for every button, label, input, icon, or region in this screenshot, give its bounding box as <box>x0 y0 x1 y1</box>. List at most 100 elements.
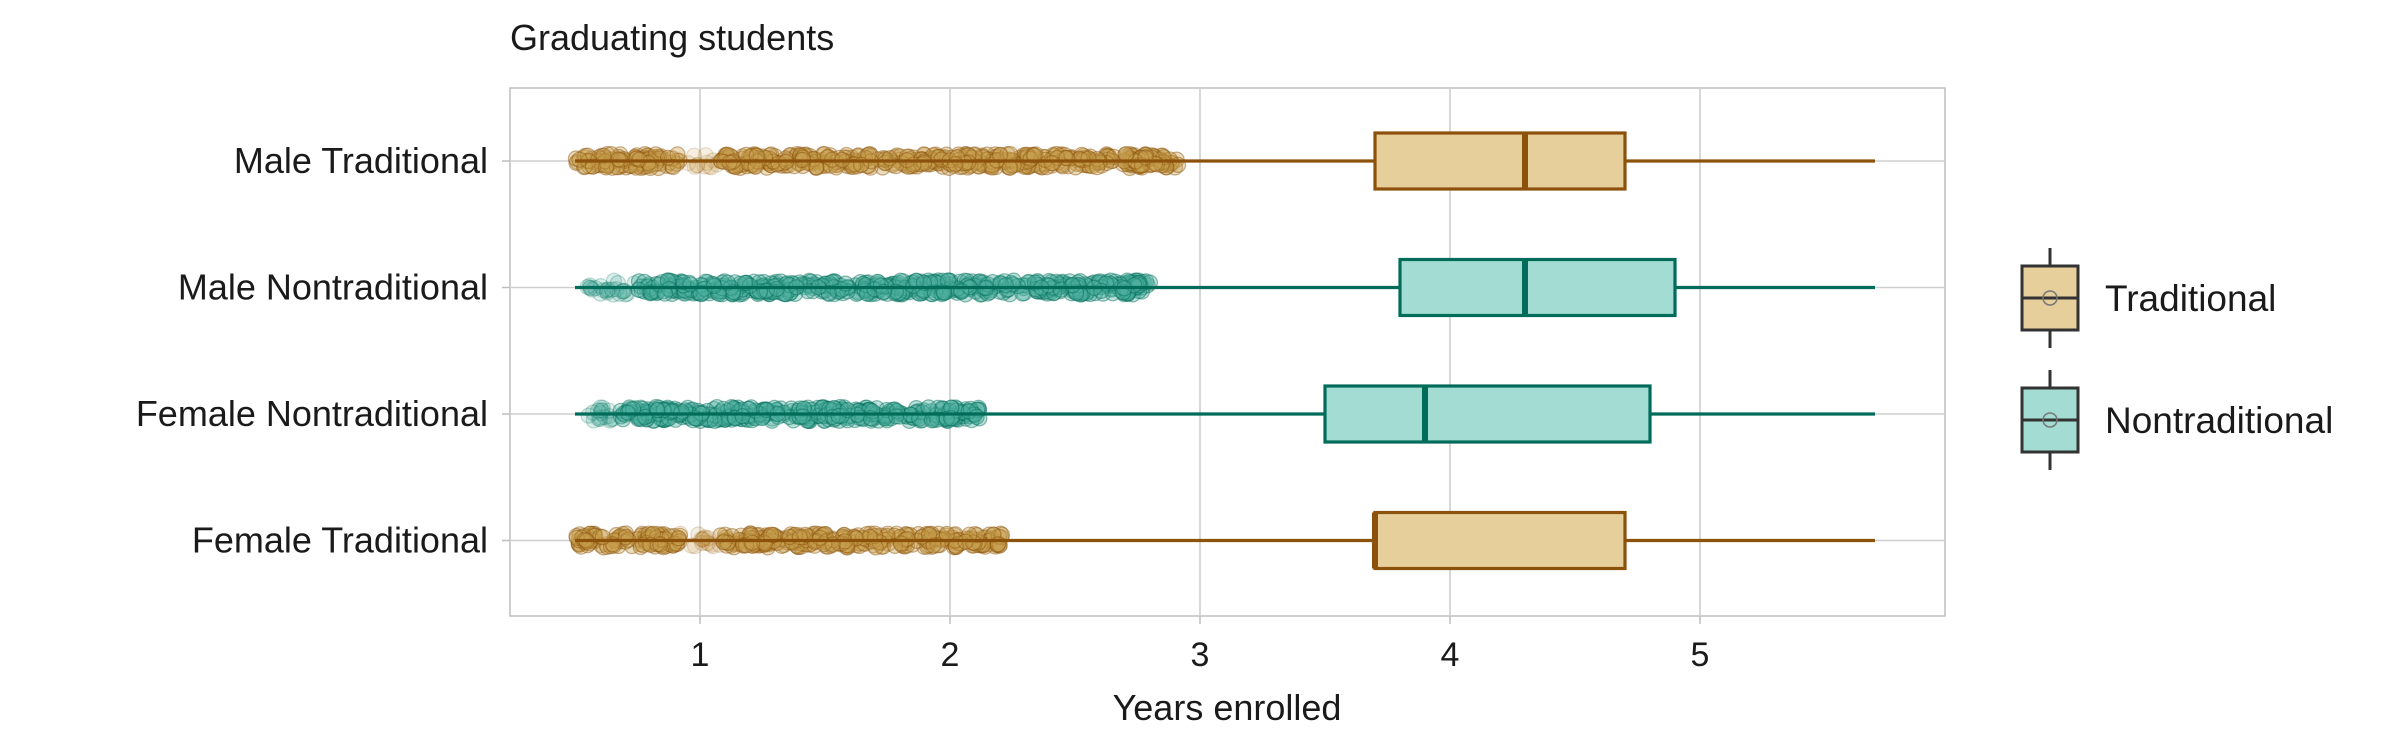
data-point <box>847 277 864 294</box>
data-point <box>920 526 938 543</box>
data-point <box>775 530 793 547</box>
data-point <box>886 537 904 555</box>
box-male-traditional <box>575 131 1875 191</box>
data-point <box>721 281 739 298</box>
data-point <box>890 285 907 302</box>
data-point <box>867 539 884 556</box>
data-point <box>750 151 767 168</box>
data-point <box>1123 155 1140 172</box>
data-point <box>932 284 950 301</box>
data-point <box>851 537 868 555</box>
data-point <box>992 147 1009 164</box>
data-point <box>834 285 852 302</box>
data-point <box>697 147 714 164</box>
data-point <box>949 411 967 428</box>
data-point <box>947 155 964 173</box>
data-point <box>642 159 659 176</box>
data-point <box>966 147 983 164</box>
data-point <box>773 537 790 555</box>
data-point <box>755 273 772 291</box>
data-point <box>884 281 901 298</box>
data-point <box>594 528 611 546</box>
data-point <box>667 411 684 428</box>
data-point <box>916 155 933 172</box>
data-point <box>781 285 799 302</box>
data-point <box>802 150 819 167</box>
box-iqr <box>1323 384 1652 444</box>
data-point <box>970 273 987 290</box>
data-point <box>1040 277 1058 294</box>
data-point <box>944 408 961 425</box>
data-point <box>1063 285 1080 302</box>
data-point <box>795 400 813 417</box>
data-point <box>768 277 785 294</box>
data-point <box>1152 154 1169 171</box>
data-point <box>779 534 797 551</box>
box-iqr <box>1398 257 1677 318</box>
data-point <box>764 526 782 544</box>
data-point <box>925 147 942 164</box>
data-point <box>761 147 778 164</box>
data-point <box>714 151 731 168</box>
data-point <box>852 274 869 291</box>
data-point <box>762 151 779 168</box>
data-point <box>756 407 773 424</box>
data-point <box>881 150 898 167</box>
data-point <box>723 411 740 428</box>
data-point <box>695 530 713 547</box>
data-point <box>833 407 850 424</box>
data-point <box>826 400 844 417</box>
data-point <box>610 151 627 168</box>
data-point <box>1015 147 1033 164</box>
data-point <box>961 408 978 425</box>
axes: 1 2 3 4 5 Male Traditional Male Nontraditional… <box>136 140 1710 674</box>
data-point <box>821 147 839 164</box>
data-point <box>727 284 744 301</box>
data-point <box>616 530 633 547</box>
data-point <box>762 526 780 543</box>
data-point <box>840 154 857 171</box>
data-point <box>895 537 912 555</box>
data-point <box>741 277 759 294</box>
data-point <box>818 400 835 417</box>
data-point <box>1104 285 1121 302</box>
data-point <box>584 158 602 175</box>
data-point <box>1103 281 1120 298</box>
data-point <box>668 404 685 421</box>
data-point <box>596 151 613 168</box>
data-point <box>876 155 894 172</box>
data-point <box>959 277 976 294</box>
data-point <box>858 147 876 164</box>
data-point <box>589 402 607 419</box>
data-point <box>834 530 852 547</box>
data-point <box>1026 147 1043 164</box>
data-point <box>716 411 734 428</box>
data-point <box>892 535 910 552</box>
data-point <box>984 274 1001 291</box>
data-point <box>797 526 814 543</box>
data-point <box>701 285 718 302</box>
data-point <box>1118 151 1135 168</box>
data-point <box>568 154 585 172</box>
data-point <box>1006 154 1023 171</box>
data-point <box>1078 285 1095 302</box>
data-point <box>959 154 976 172</box>
data-point <box>1019 274 1037 291</box>
data-point <box>709 284 727 301</box>
data-point <box>734 281 751 298</box>
data-point <box>755 534 772 551</box>
data-point <box>935 281 952 298</box>
data-point <box>744 407 761 424</box>
data-point <box>908 158 926 175</box>
data-point <box>1065 281 1082 298</box>
x-tick-label: 1 <box>691 636 710 674</box>
data-point <box>893 154 910 171</box>
data-point <box>929 155 946 172</box>
legend-label: Nontraditional <box>2105 400 2333 441</box>
data-point <box>935 530 952 547</box>
data-point <box>1016 285 1033 302</box>
data-point <box>857 404 875 421</box>
data-point <box>1073 284 1091 302</box>
data-point <box>899 281 916 298</box>
data-point <box>1089 150 1106 168</box>
